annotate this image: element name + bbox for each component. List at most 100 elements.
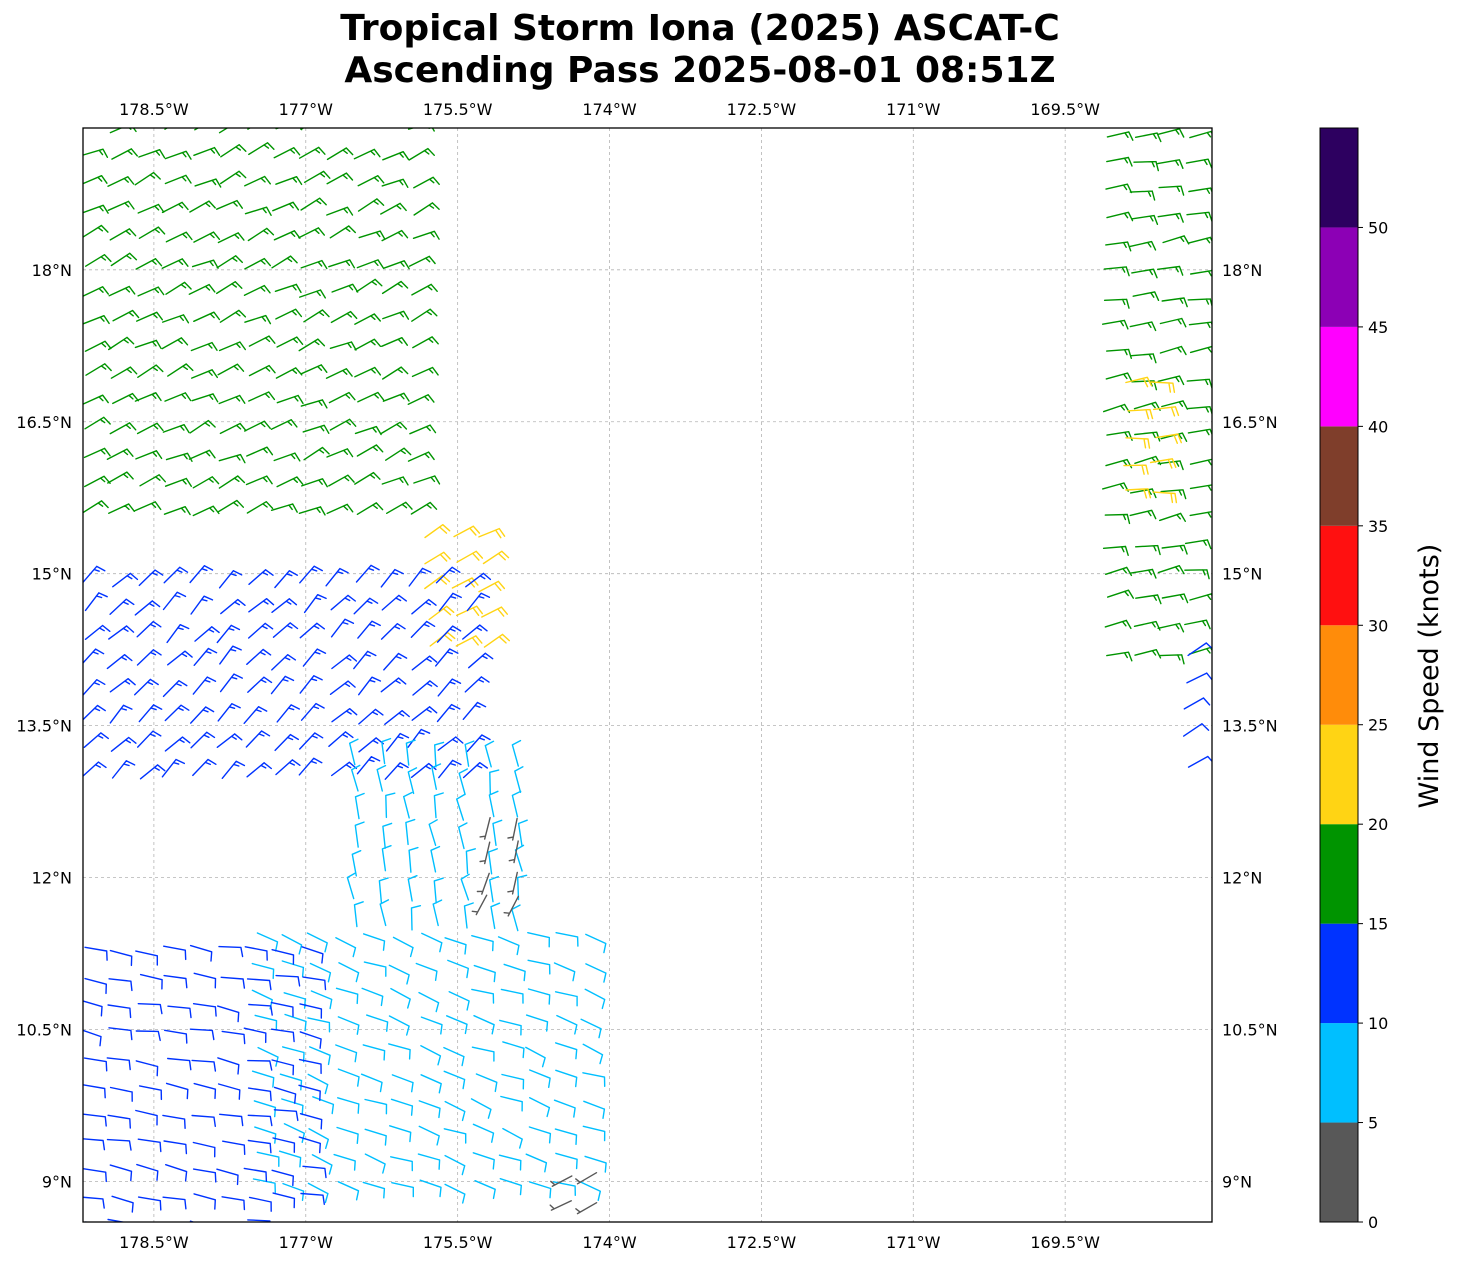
wind-barb (220, 144, 247, 158)
wind-barb (1135, 544, 1161, 556)
wind-barb (379, 899, 390, 927)
wind-barb (248, 142, 275, 156)
wind-barb (248, 1003, 273, 1016)
wind-barb (163, 974, 188, 989)
wind-barb (335, 937, 357, 958)
wind-barb (498, 1154, 522, 1171)
wind-barb (217, 1083, 241, 1100)
wind-barb (246, 446, 274, 457)
wind-barb (134, 600, 161, 616)
wind-barb (353, 650, 377, 670)
wind-barb (413, 475, 441, 485)
wind-barb (309, 962, 332, 983)
wind-barb (136, 620, 162, 638)
wind-barb (382, 366, 409, 380)
wind-barb (328, 731, 354, 747)
wind-barb (271, 1059, 295, 1076)
lon-label-bottom: 171°W (886, 1233, 941, 1252)
wind-barb (1187, 406, 1212, 416)
wind-barb (555, 1069, 578, 1088)
wind-barb (1189, 458, 1212, 466)
wind-barb (582, 1043, 604, 1065)
wind-barb (380, 568, 404, 588)
wind-barb (1106, 211, 1134, 222)
lat-label-right: 12°N (1222, 869, 1262, 888)
wind-barb (381, 476, 409, 486)
wind-barb (1187, 428, 1212, 436)
wind-barb (466, 734, 491, 753)
wind-barb (354, 366, 382, 378)
wind-barb (1184, 539, 1212, 550)
wind-barb (478, 527, 506, 539)
lon-label-bottom: 169.5°W (1030, 1233, 1100, 1252)
wind-barb (330, 618, 355, 638)
wind-barb (190, 341, 218, 352)
wind-barb (385, 792, 396, 819)
wind-barb (390, 1156, 413, 1172)
wind-barb (300, 399, 328, 409)
wind-barb (1155, 433, 1182, 444)
wind-barb (216, 624, 241, 644)
wind-barb (418, 991, 440, 1013)
wind-barb (300, 1192, 325, 1205)
wind-barb (302, 976, 327, 991)
wind-barb (354, 821, 365, 848)
wind-barb (310, 990, 333, 1010)
wind-barb (283, 1123, 305, 1143)
wind-barb (456, 605, 483, 617)
wind-barb (502, 1127, 523, 1149)
lat-label-left: 12°N (32, 869, 72, 888)
wind-barb (1161, 544, 1188, 555)
wind-barb (381, 178, 409, 188)
wind-barb (1102, 482, 1129, 492)
lat-label-right: 9°N (1222, 1172, 1252, 1191)
wind-barb (165, 281, 192, 295)
wind-barb (1134, 431, 1161, 442)
wind-barb (1105, 241, 1132, 252)
wind-barb (443, 1046, 465, 1067)
wind-barb (1152, 491, 1178, 504)
wind-barb (429, 631, 456, 647)
wind-barb (1103, 266, 1130, 277)
wind-barb (333, 1153, 356, 1171)
wind-barb (378, 877, 389, 904)
wind-barb (83, 732, 109, 748)
wind-barb (1184, 569, 1210, 580)
wind-barb (251, 1070, 275, 1088)
wind-barb (329, 341, 357, 351)
wind-barb (137, 1138, 162, 1153)
wind-barb (388, 964, 410, 985)
wind-barb (245, 730, 271, 748)
wind-barb (218, 394, 246, 405)
wind-barb (108, 336, 135, 351)
wind-barb (299, 1113, 323, 1130)
wind-barb (161, 758, 185, 778)
wind-barb (189, 1220, 196, 1222)
wind-barb (109, 1164, 133, 1182)
wind-barb (111, 1195, 134, 1213)
wind-barb (83, 394, 109, 405)
colorbar-bin-0 (1320, 1122, 1358, 1222)
wind-barb (420, 1074, 442, 1094)
wind-barb (417, 1153, 441, 1170)
colorbar-tick-label: 20 (1368, 815, 1388, 834)
wind-barb (465, 572, 492, 588)
wind-barb (246, 978, 272, 991)
wind-barb (1106, 348, 1132, 359)
wind-barb (270, 1028, 295, 1043)
wind-barb (165, 1082, 189, 1100)
wind-barb (243, 1167, 268, 1182)
wind-barb (358, 676, 382, 696)
wind-barb (1187, 642, 1212, 657)
wind-barb (391, 1182, 414, 1198)
wind-barb (488, 790, 499, 818)
wind-barb (108, 503, 135, 514)
wind-barb (1159, 654, 1185, 665)
wind-barb (460, 873, 470, 901)
wind-barb (1160, 432, 1188, 442)
colorbar-bin-6 (1320, 525, 1358, 626)
wind-barb (464, 740, 475, 767)
wind-barb (110, 736, 137, 752)
wind-barb (271, 598, 298, 613)
wind-barb (83, 1168, 107, 1183)
